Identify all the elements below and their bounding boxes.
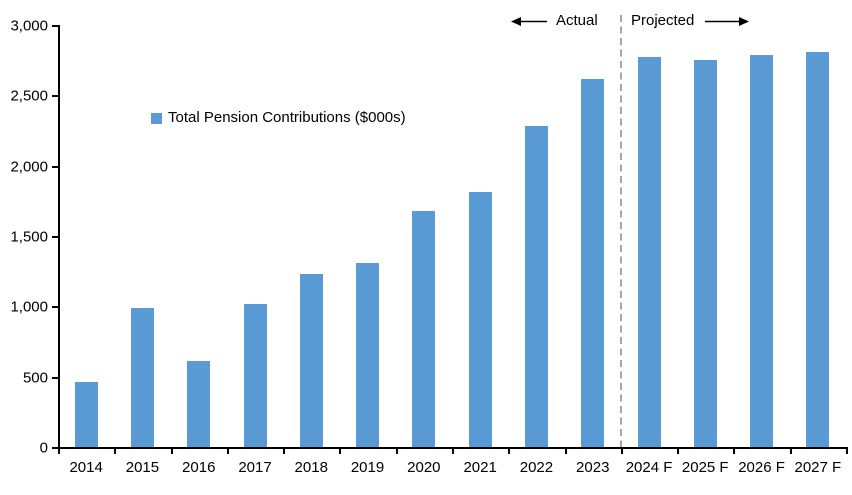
y-axis-tick-label: 2,000 — [10, 158, 48, 176]
y-axis-tick-label: 1,000 — [10, 298, 48, 316]
legend-label: Total Pension Contributions ($000s) — [168, 109, 406, 126]
x-axis-label-2014: 2014 — [69, 459, 103, 476]
x-axis-tick — [508, 449, 511, 454]
legend-marker-icon — [151, 112, 162, 124]
x-axis-label-2023: 2023 — [576, 459, 610, 476]
bar-2021 — [468, 191, 492, 447]
bar-2025-f — [693, 59, 717, 447]
x-axis-line — [58, 447, 848, 449]
bar-2024-f — [637, 57, 661, 447]
x-axis-tick — [452, 449, 454, 454]
y-axis-tick-label: 2,500 — [10, 87, 48, 105]
y-axis-tick — [52, 447, 58, 449]
x-axis-label-2015: 2015 — [125, 459, 160, 476]
x-axis-tick — [620, 449, 623, 454]
y-axis-tick-label: 500 — [22, 369, 48, 387]
x-axis-label-2019: 2019 — [350, 459, 385, 476]
x-axis-tick — [789, 449, 792, 454]
projected-right-arrow-icon — [705, 17, 749, 26]
projection-separator-line — [619, 15, 622, 447]
bar-2017 — [243, 303, 267, 447]
x-axis-tick — [339, 449, 342, 454]
y-axis-tick — [52, 376, 58, 379]
y-axis-line — [58, 25, 60, 449]
legend: Total Pension Contributions ($000s) — [151, 110, 406, 125]
bar-2020 — [412, 210, 436, 447]
x-axis-tick — [58, 449, 60, 454]
bar-2022 — [524, 126, 548, 447]
bar-2015 — [130, 307, 154, 447]
x-axis-tick — [170, 449, 173, 454]
bar-2019 — [356, 262, 380, 447]
x-axis-tick — [846, 449, 848, 454]
y-axis-tick — [52, 236, 58, 238]
x-axis-label-2018: 2018 — [294, 459, 328, 476]
bar-2027-f — [806, 51, 830, 447]
projected-section-label: Projected — [631, 12, 695, 29]
x-axis-tick — [677, 449, 680, 454]
x-axis-tick — [395, 449, 398, 454]
y-axis-tick — [52, 95, 58, 98]
x-axis-tick — [283, 449, 286, 454]
actual-section-label: Actual — [556, 12, 598, 29]
x-axis-tick — [226, 449, 229, 454]
x-axis-label-2021: 2021 — [463, 459, 497, 476]
y-axis-tick-label: 0 — [39, 439, 48, 457]
bar-2023 — [581, 78, 605, 447]
x-axis-label-2025-f: 2025 F — [681, 459, 729, 476]
x-axis-label-2022: 2022 — [519, 459, 554, 476]
x-axis-label-2027-f: 2027 F — [794, 459, 842, 476]
x-axis-label-2016: 2016 — [182, 459, 216, 476]
x-axis-label-2020: 2020 — [407, 459, 441, 476]
x-axis-label-2024-f: 2024 F — [625, 459, 673, 476]
x-axis-label-2026-f: 2026 F — [738, 459, 785, 476]
y-axis-tick — [52, 306, 58, 309]
actual-left-arrow-icon — [511, 17, 547, 26]
bar-2018 — [299, 274, 323, 447]
bar-2026-f — [750, 55, 774, 447]
x-axis-tick — [733, 449, 736, 454]
bar-2014 — [74, 381, 98, 447]
bar-2016 — [187, 361, 211, 447]
y-axis-tick — [52, 165, 58, 168]
y-axis-tick-label: 3,000 — [10, 17, 48, 35]
y-axis-tick-label: 1,500 — [10, 228, 48, 246]
y-axis-tick — [52, 25, 58, 27]
x-axis-label-2017: 2017 — [238, 459, 272, 476]
x-axis-tick — [564, 449, 567, 454]
x-axis-tick — [114, 449, 117, 454]
